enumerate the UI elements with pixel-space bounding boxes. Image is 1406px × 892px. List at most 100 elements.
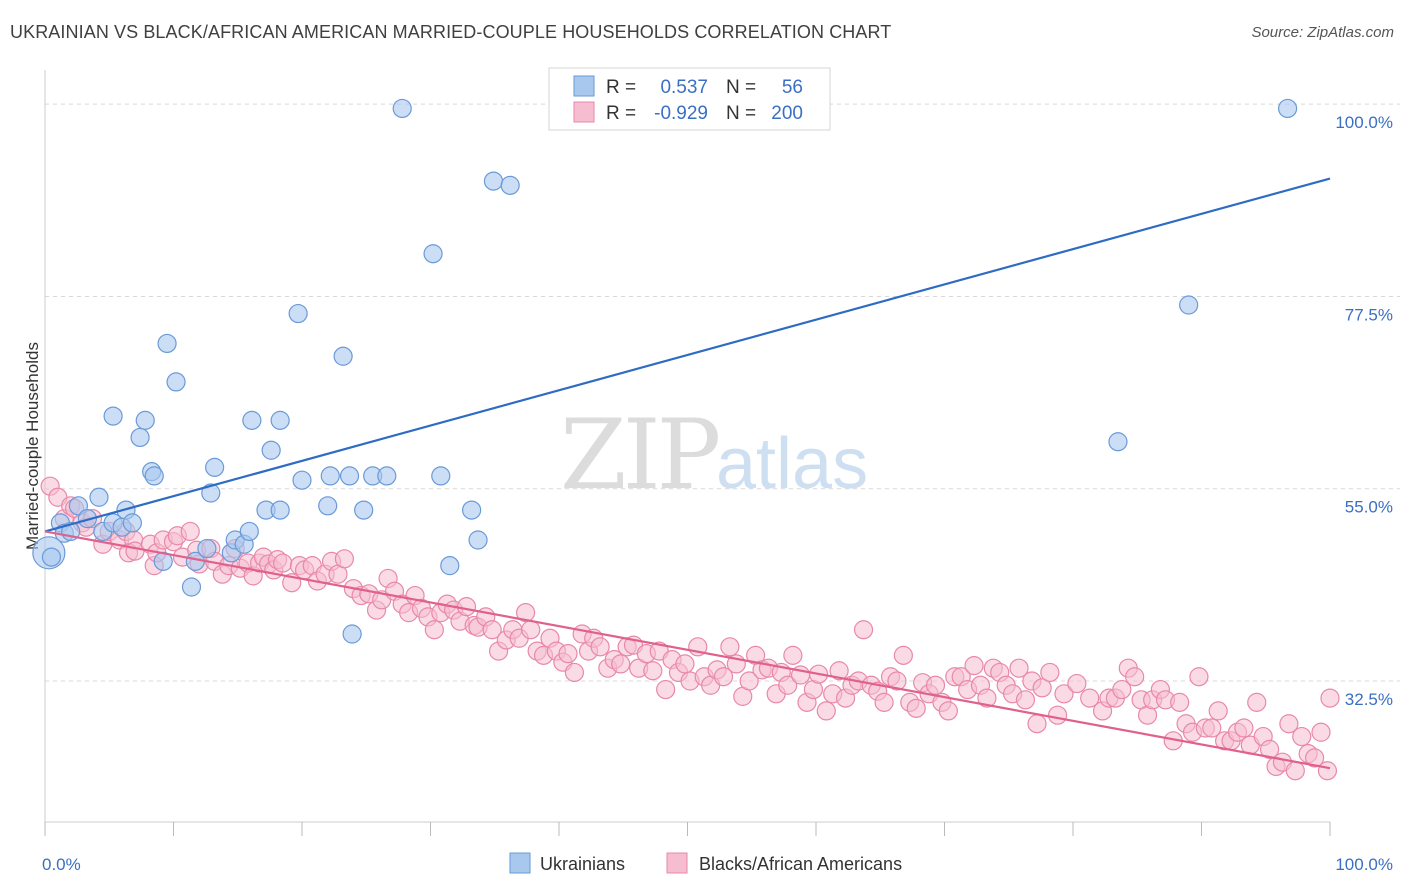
- data-point-blacks-african-americans: [1015, 690, 1036, 710]
- data-point-ukrainians: [270, 500, 290, 520]
- data-point-blacks-african-americans: [1311, 722, 1331, 742]
- data-point-blacks-african-americans: [1032, 678, 1052, 698]
- data-point-blacks-african-americans: [675, 654, 695, 674]
- data-point-blacks-african-americans: [1260, 739, 1280, 759]
- data-point-ukrainians: [122, 513, 142, 533]
- data-point-blacks-african-americans: [906, 698, 926, 718]
- data-point-ukrainians: [144, 466, 164, 486]
- data-point-ukrainians: [205, 457, 225, 477]
- legend-n-value: 56: [782, 77, 803, 98]
- data-point-blacks-african-americans: [643, 661, 663, 681]
- series-ukrainians: [32, 98, 1298, 644]
- data-point-blacks-african-americans: [1040, 662, 1060, 683]
- data-point-ukrainians: [342, 624, 362, 644]
- data-point-blacks-african-americans: [1279, 714, 1299, 734]
- trend-line-blacks-african-americans: [44, 530, 1331, 770]
- data-point-blacks-african-americans: [424, 620, 444, 640]
- data-point-ukrainians: [423, 244, 443, 264]
- data-point-ukrainians: [468, 530, 488, 550]
- data-point-ukrainians: [462, 500, 482, 520]
- y-tick-label: 100.0%: [1335, 113, 1393, 132]
- data-point-blacks-african-americans: [1304, 748, 1325, 768]
- data-point-blacks-african-americans: [456, 597, 477, 617]
- grid-lines: [45, 103, 1400, 682]
- data-point-blacks-african-americans: [887, 671, 907, 691]
- data-point-ukrainians: [500, 175, 520, 195]
- data-point-blacks-african-americans: [611, 654, 631, 674]
- data-point-blacks-african-americans: [1189, 667, 1209, 687]
- legend-n-value: 200: [771, 103, 803, 124]
- data-point-blacks-african-americans: [1054, 684, 1074, 704]
- data-point-blacks-african-americans: [1320, 688, 1340, 708]
- data-point-blacks-african-americans: [558, 644, 578, 664]
- data-point-blacks-african-americans: [1317, 761, 1338, 781]
- data-point-blacks-african-americans: [1027, 714, 1047, 734]
- data-point-ukrainians: [239, 521, 259, 542]
- data-point-ukrainians: [440, 556, 460, 576]
- legend-r-value: -0.929: [654, 103, 708, 124]
- data-point-ukrainians: [197, 538, 217, 559]
- source-label: Source: ZipAtlas.com: [1251, 24, 1394, 41]
- data-point-ukrainians: [135, 410, 155, 430]
- data-point-ukrainians: [288, 303, 308, 324]
- legend-swatch: [573, 75, 595, 97]
- data-point-blacks-african-americans: [590, 637, 610, 657]
- watermark-zip: ZIP: [560, 399, 719, 511]
- legend-frame: [548, 67, 831, 131]
- bottom-legend-label-ukrainians: Ukrainians: [540, 854, 625, 874]
- data-point-ukrainians: [261, 440, 281, 460]
- data-point-blacks-african-americans: [977, 688, 997, 708]
- legend-box: R = 0.537 N = 56 R = -0.929 N = 200: [548, 67, 831, 131]
- data-point-blacks-african-americans: [853, 620, 874, 640]
- data-point-blacks-african-americans: [1247, 692, 1267, 712]
- x-tick-label: 100.0%: [1335, 855, 1393, 874]
- data-point-blacks-african-americans: [334, 549, 355, 569]
- data-point-ukrainians: [318, 496, 338, 516]
- data-point-blacks-african-americans: [713, 667, 734, 687]
- data-point-ukrainians: [354, 500, 374, 520]
- watermark: ZIP atlas: [560, 399, 868, 511]
- trend-lines: [44, 177, 1331, 770]
- series-blacks-african-americans: [40, 476, 1340, 781]
- data-point-blacks-african-americans: [521, 620, 541, 640]
- data-point-blacks-african-americans: [893, 645, 913, 665]
- data-point-blacks-african-americans: [564, 662, 585, 683]
- bottom-legend-label-blacks-african-americans: Blacks/African Americans: [699, 854, 902, 874]
- data-point-blacks-african-americans: [1009, 658, 1029, 678]
- chart-title: UKRAINIAN VS BLACK/AFRICAN AMERICAN MARR…: [10, 22, 892, 42]
- y-tick-label: 55.0%: [1345, 498, 1393, 517]
- data-point-ukrainians: [77, 509, 98, 529]
- y-axis-title: Married-couple Households: [23, 342, 42, 550]
- data-point-blacks-african-americans: [1170, 692, 1190, 712]
- data-point-ukrainians: [1277, 98, 1298, 119]
- watermark-atlas: atlas: [716, 424, 868, 504]
- data-point-ukrainians: [333, 346, 353, 366]
- data-point-blacks-african-americans: [720, 637, 740, 657]
- x-tick-label: 0.0%: [42, 855, 81, 874]
- data-point-ukrainians: [1108, 432, 1128, 452]
- data-point-ukrainians: [431, 466, 451, 486]
- y-tick-label: 77.5%: [1345, 305, 1393, 324]
- data-point-blacks-african-americans: [778, 675, 798, 695]
- data-point-ukrainians: [130, 427, 150, 448]
- data-point-ukrainians: [320, 466, 340, 486]
- data-point-blacks-african-americans: [1080, 688, 1100, 708]
- data-point-ukrainians: [41, 547, 62, 567]
- data-point-ukrainians: [242, 410, 262, 430]
- legend-swatch: [573, 101, 595, 123]
- tick-labels: 32.5% 55.0% 77.5% 100.0% 0.0% 100.0%: [42, 113, 1393, 874]
- data-point-blacks-african-americans: [783, 645, 803, 665]
- data-point-blacks-african-americans: [1125, 667, 1145, 687]
- data-point-blacks-african-americans: [482, 620, 502, 640]
- bottom-legend: Ukrainians Blacks/African Americans: [509, 852, 902, 874]
- data-point-ukrainians: [166, 372, 186, 392]
- data-point-blacks-african-americans: [1234, 718, 1254, 738]
- data-point-ukrainians: [1179, 295, 1199, 315]
- axes: Married-couple Households: [23, 70, 1331, 836]
- bottom-legend-swatch-blacks-african-americans: [666, 852, 688, 874]
- data-point-blacks-african-americans: [739, 671, 759, 691]
- data-point-ukrainians: [392, 98, 412, 119]
- data-point-blacks-african-americans: [1202, 718, 1222, 738]
- data-point-blacks-african-americans: [1292, 726, 1312, 747]
